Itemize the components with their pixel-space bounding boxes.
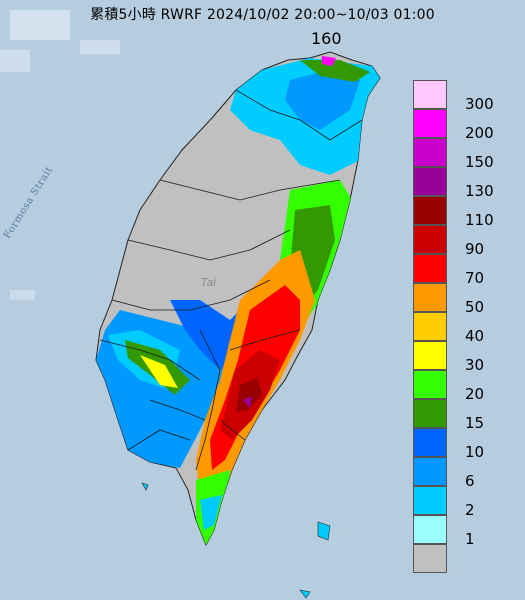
- legend-swatch: [413, 254, 447, 283]
- legend-label: 40: [465, 327, 485, 345]
- legend-swatch: [413, 515, 447, 544]
- legend-item: 20: [413, 370, 519, 403]
- legend-item: 200: [413, 109, 519, 142]
- legend-swatch: [413, 457, 447, 486]
- cloud-speckles: [0, 10, 120, 300]
- legend-item: 1: [413, 515, 519, 548]
- legend-item: 90: [413, 225, 519, 258]
- max-value-label: 160: [311, 29, 342, 48]
- map-title: 累積5小時 RWRF 2024/10/02 20:00~10/03 01:00: [90, 7, 435, 23]
- legend-label: 1: [465, 530, 475, 548]
- legend-swatch: [413, 428, 447, 457]
- legend-swatch: [413, 341, 447, 370]
- legend-swatch: [413, 80, 447, 109]
- legend-label: 15: [465, 414, 485, 432]
- city-label: Tai: [201, 276, 217, 289]
- legend-label: 6: [465, 472, 475, 490]
- offshore-islands: [141, 482, 331, 599]
- county-boundaries: [99, 89, 363, 471]
- legend-item: [413, 544, 519, 574]
- legend-swatch: [413, 283, 447, 312]
- legend-item: 40: [413, 312, 519, 345]
- legend-item: 150: [413, 138, 519, 171]
- legend-item: 10: [413, 428, 519, 461]
- legend-swatch: [413, 138, 447, 167]
- legend-item: 110: [413, 196, 519, 229]
- legend-label: 200: [465, 124, 494, 142]
- rainfall-field: [96, 56, 380, 545]
- legend-label: 130: [465, 182, 494, 200]
- legend-label: 30: [465, 356, 485, 374]
- legend-swatch: [413, 312, 447, 341]
- legend-swatch: [413, 196, 447, 225]
- legend-label: 110: [465, 211, 494, 229]
- legend-swatch: [413, 109, 447, 138]
- legend-item: 15: [413, 399, 519, 432]
- legend-item: 30: [413, 341, 519, 374]
- legend-item: 70: [413, 254, 519, 287]
- legend-label: 50: [465, 298, 485, 316]
- legend-item: 2: [413, 486, 519, 519]
- legend-swatch: [413, 486, 447, 515]
- legend-label: 70: [465, 269, 485, 287]
- legend-label: 20: [465, 385, 485, 403]
- legend-label: 90: [465, 240, 485, 258]
- legend-item: 300: [413, 80, 519, 113]
- legend-swatch: [413, 544, 447, 573]
- legend-label: 10: [465, 443, 485, 461]
- legend-item: 50: [413, 283, 519, 316]
- legend-swatch: [413, 167, 447, 196]
- legend-item: 6: [413, 457, 519, 490]
- legend-swatch: [413, 370, 447, 399]
- legend-label: 150: [465, 153, 494, 171]
- legend-label: 300: [465, 95, 494, 113]
- legend-swatch: [413, 399, 447, 428]
- legend-swatch: [413, 225, 447, 254]
- legend-label: 2: [465, 501, 475, 519]
- legend-item: 130: [413, 167, 519, 200]
